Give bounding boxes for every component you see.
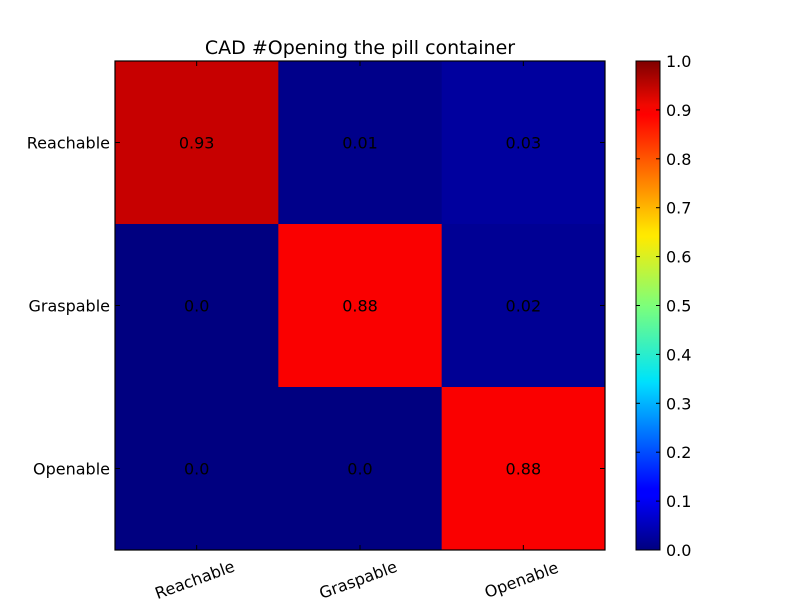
heatmap-cell	[441, 61, 606, 225]
colorbar-tick-label: 0.7	[666, 199, 691, 218]
colorbar-ticks: 0.0 0.1 0.2 0.3 0.4 0.5 0.6 0.7 0.8 0.9 1.0	[636, 52, 691, 560]
cell-value-label: 0.01	[342, 134, 378, 153]
heatmap-cell	[278, 61, 443, 225]
cell-value-label: 0.0	[184, 297, 209, 316]
heatmap-cell	[278, 224, 443, 388]
colorbar-tick-label: 0.1	[666, 492, 691, 511]
cell-value-label: 0.93	[179, 134, 215, 153]
colorbar-tick-label: 0.5	[666, 297, 691, 316]
cell-value-label: 0.02	[506, 297, 542, 316]
cell-value-label: 0.0	[184, 460, 209, 479]
y-tick-label: Openable	[33, 460, 110, 479]
colorbar-tick-label: 0.4	[666, 345, 691, 364]
colorbar-tick-label: 0.8	[666, 150, 691, 169]
colorbar-tick-label: 1.0	[666, 52, 691, 71]
y-tick-label: Graspable	[28, 297, 110, 316]
cell-value-label: 0.88	[506, 460, 542, 479]
cell-value-label: 0.0	[347, 460, 372, 479]
colorbar-tick-label: 0.6	[666, 248, 691, 267]
heatmap-cell-labels: 0.93 0.01 0.03 0.0 0.88 0.02 0.0 0.0 0.88	[179, 134, 541, 479]
cell-value-label: 0.03	[506, 134, 542, 153]
colorbar-tick-label: 0.3	[666, 394, 691, 413]
x-tick-label: Openable	[482, 558, 561, 602]
heatmap-cell	[115, 61, 279, 225]
x-tick-label: Reachable	[152, 557, 237, 603]
chart-title: CAD #Opening the pill container	[205, 37, 515, 59]
heatmap-cell	[278, 387, 443, 551]
heatmap-cell	[115, 224, 279, 388]
colorbar-tick-label: 0.2	[666, 443, 691, 462]
colorbar-tick-label: 0.9	[666, 101, 691, 120]
y-tick-label: Reachable	[27, 134, 110, 153]
cell-value-label: 0.88	[342, 297, 378, 316]
y-axis-ticks: Reachable Graspable Openable	[27, 134, 605, 479]
heatmap-cell	[441, 387, 606, 551]
heatmap-cell	[441, 224, 606, 388]
heatmap-cell	[115, 387, 279, 551]
colorbar-tick-label: 0.0	[666, 541, 691, 560]
heatmap-cells	[115, 61, 606, 551]
x-tick-label: Graspable	[317, 557, 400, 603]
